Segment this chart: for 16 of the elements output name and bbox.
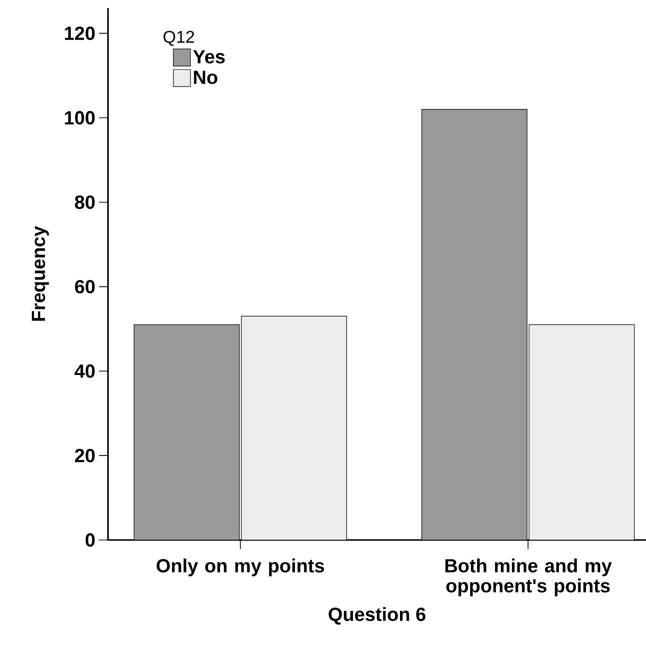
- y-axis-title: Frequency: [32, 226, 49, 321]
- y-tick-label: 100: [64, 111, 95, 125]
- x-axis-title: Question 6: [328, 607, 426, 625]
- legend-label: No: [194, 70, 218, 84]
- x-tick-label: Only on my points: [156, 558, 324, 576]
- y-tick-label: 60: [75, 280, 95, 294]
- bar: [241, 316, 347, 540]
- x-tick-label: Both mine and my opponent's points: [445, 558, 612, 596]
- y-tick-label: 120: [64, 26, 95, 40]
- y-tick-label: 20: [74, 448, 95, 462]
- y-tick-label: 0: [86, 533, 95, 547]
- legend-title: Q12: [164, 30, 194, 46]
- legend-label: Yes: [193, 50, 225, 64]
- y-tick-label: 80: [74, 195, 95, 209]
- y-tick-label: 40: [74, 364, 95, 378]
- bar: [528, 324, 635, 540]
